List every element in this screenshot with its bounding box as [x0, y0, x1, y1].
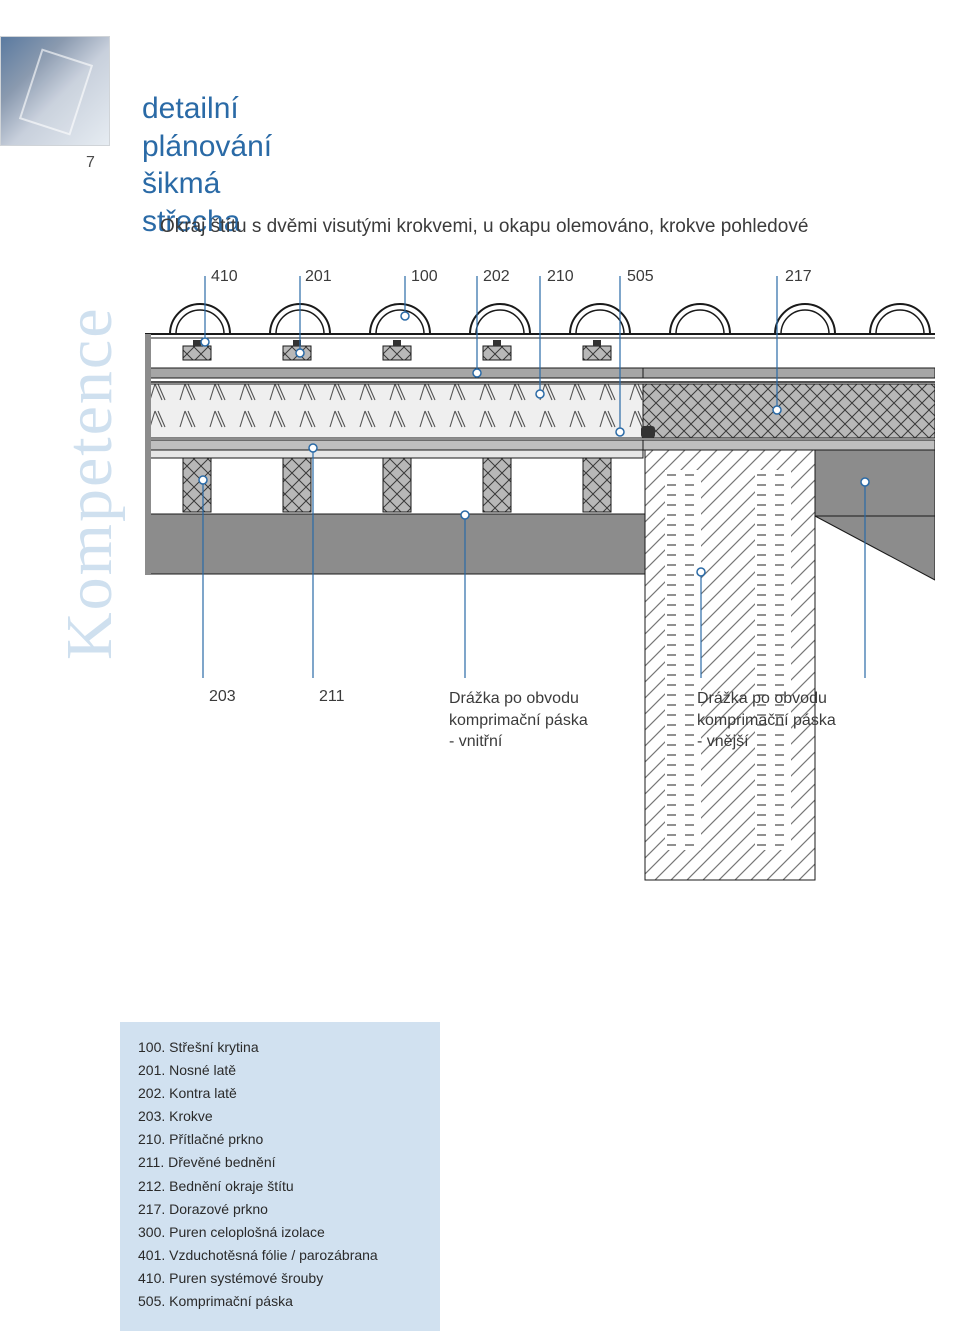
- legend-item: 505. Komprimační páska: [138, 1290, 422, 1313]
- header-photo: [0, 36, 110, 146]
- legend-item: 202. Kontra latě: [138, 1082, 422, 1105]
- title-line-1: detailní plánování: [142, 90, 272, 165]
- legend-item: 300. Puren celoplošná izolace: [138, 1221, 422, 1244]
- legend-item: 210. Přítlačné prkno: [138, 1128, 422, 1151]
- legend-item: 401. Vzduchotěsná fólie / parozábrana: [138, 1244, 422, 1267]
- label-outer: Drážka po obvodu komprimační páska - vně…: [697, 688, 836, 753]
- legend-item: 410. Puren systémové šrouby: [138, 1267, 422, 1290]
- subtitle: Okraj štítu s dvěmi visutými krokvemi, u…: [160, 216, 808, 238]
- legend-item: 100. Střešní krytina: [138, 1036, 422, 1059]
- legend-item: 211. Dřevěné bednění: [138, 1151, 422, 1174]
- legend-item: 201. Nosné latě: [138, 1059, 422, 1082]
- page: 7 detailní plánování šikmá střecha Okraj…: [0, 0, 960, 1322]
- page-number: 7: [86, 154, 95, 172]
- label-inner: Drážka po obvodu komprimační páska - vni…: [449, 688, 588, 753]
- legend-item: 203. Krokve: [138, 1105, 422, 1128]
- label-203: 203: [209, 688, 236, 706]
- diagram-svg: [145, 270, 935, 890]
- diagram: [145, 270, 935, 890]
- label-211: 211: [319, 688, 345, 706]
- legend-item: 212. Bednění okraje štítu: [138, 1175, 422, 1198]
- legend-item: 217. Dorazové prkno: [138, 1198, 422, 1221]
- legend-box: 100. Střešní krytina 201. Nosné latě 202…: [120, 1022, 440, 1331]
- side-word: Kompetence: [52, 306, 128, 660]
